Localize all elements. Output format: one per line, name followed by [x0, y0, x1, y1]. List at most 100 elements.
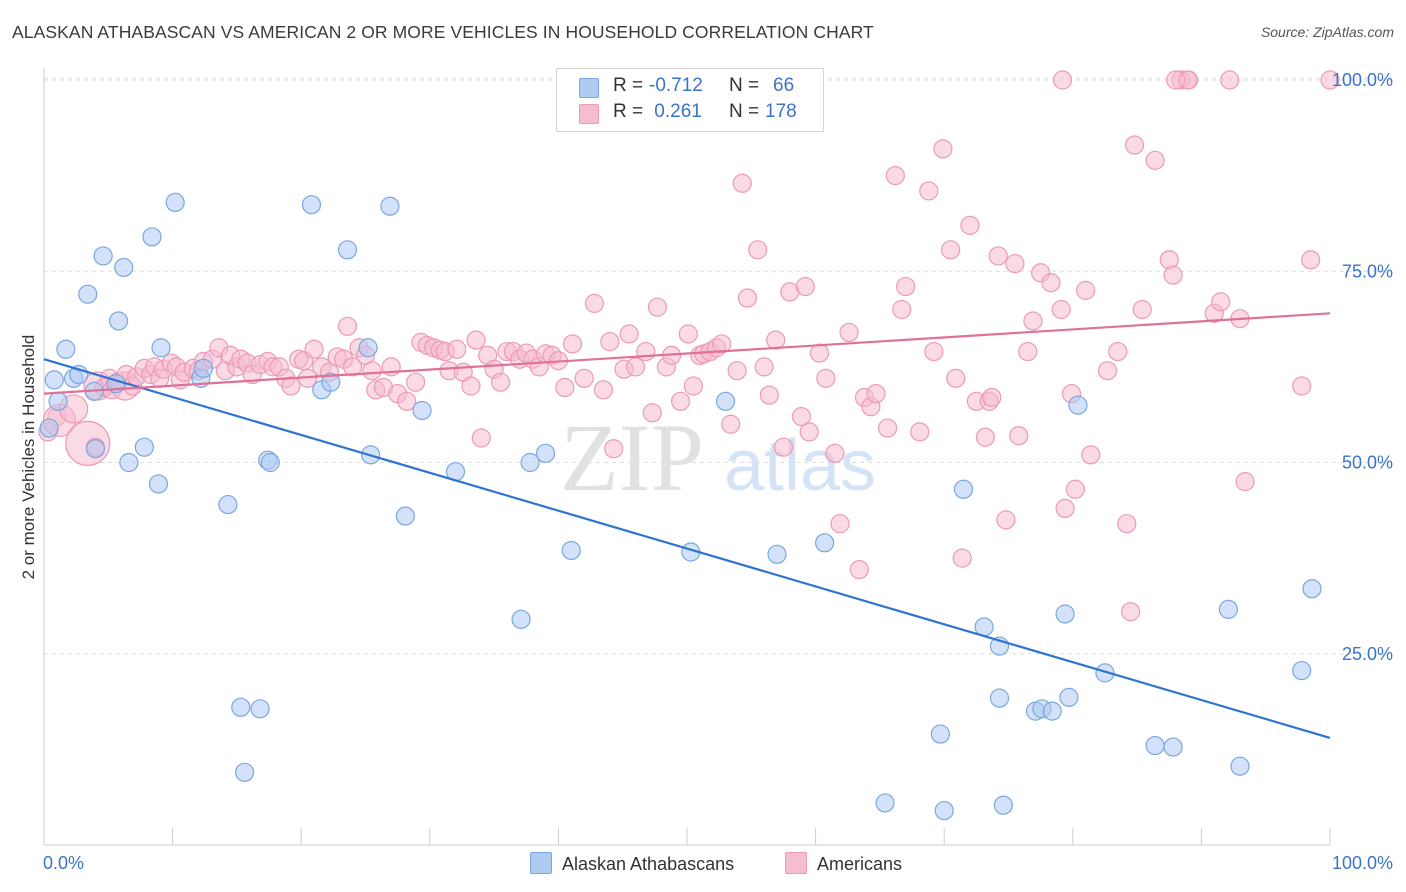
legend-r-label: R =: [613, 75, 644, 96]
data-point: [93, 246, 113, 266]
data-point: [759, 385, 779, 405]
data-point: [108, 311, 129, 331]
data-point: [1052, 70, 1073, 90]
tick-labels: 25.0% 50.0% 75.0% 100.0%: [1332, 70, 1393, 664]
data-point: [1065, 479, 1085, 499]
data-point: [878, 418, 898, 438]
data-point: [1055, 498, 1075, 518]
data-point: [85, 439, 106, 459]
data-point: [795, 276, 815, 297]
y-tick-label-25: 25.0%: [1342, 644, 1393, 664]
data-point: [1235, 472, 1255, 492]
data-point: [142, 227, 162, 247]
data-point: [892, 299, 912, 320]
data-point: [395, 506, 415, 526]
data-point: [151, 338, 171, 358]
data-point: [1163, 265, 1183, 285]
data-point: [933, 139, 953, 159]
data-point: [1018, 341, 1038, 362]
data-point: [809, 343, 830, 363]
data-point: [946, 368, 966, 388]
data-point: [584, 293, 605, 313]
series-americans: [38, 70, 1340, 622]
data-point: [48, 391, 68, 411]
data-point: [960, 215, 980, 235]
legend-n-value: 178: [765, 101, 797, 122]
data-point: [715, 391, 736, 411]
data-point: [461, 376, 481, 396]
data-point: [520, 452, 540, 473]
bottom-legend-athabascans: Alaskan Athabascans: [530, 852, 734, 876]
data-point: [1041, 273, 1061, 293]
data-point: [78, 284, 98, 304]
data-point: [1302, 579, 1322, 599]
data-point: [941, 240, 961, 260]
data-point: [1220, 70, 1240, 90]
data-point: [767, 544, 787, 564]
data-point: [924, 341, 944, 362]
data-point: [996, 510, 1016, 530]
legend-swatch-blue: [579, 78, 599, 98]
data-point: [988, 246, 1008, 266]
data-point: [982, 387, 1002, 408]
legend-n-label: N =: [729, 101, 760, 122]
data-point: [1230, 756, 1250, 776]
data-point: [1097, 361, 1118, 381]
data-point: [1145, 150, 1165, 170]
trendline-alaskan-athabascans: [43, 358, 1331, 739]
y-tick-label-100: 100.0%: [1332, 70, 1393, 90]
data-point: [825, 443, 845, 463]
data-point: [642, 403, 662, 423]
stats-legend: R = -0.712 N = 66 R = 0.261 N = 178: [556, 68, 824, 132]
data-point: [358, 338, 378, 358]
x-tick-label-min: 0.0%: [43, 853, 84, 873]
data-point: [1211, 292, 1231, 312]
bottom-legend-americans: Americans: [785, 852, 902, 876]
data-point: [791, 407, 812, 427]
data-point: [732, 173, 752, 193]
bottom-legend-label: Americans: [817, 854, 903, 874]
data-point: [799, 422, 819, 442]
y-axis-label: 2 or more Vehicles in Household: [19, 335, 38, 580]
data-point: [337, 240, 358, 260]
axes: [43, 68, 1331, 846]
data-point: [636, 341, 656, 362]
data-point: [683, 376, 704, 396]
data-point: [885, 166, 905, 186]
data-point: [727, 361, 747, 381]
data-point: [56, 339, 76, 359]
data-point: [562, 334, 583, 354]
data-point: [1292, 376, 1312, 396]
data-point: [1163, 737, 1183, 757]
series-alaskan-athabascans: [39, 192, 1322, 821]
source-credit: Source: ZipAtlas.com: [1260, 24, 1394, 40]
data-point: [1095, 663, 1115, 683]
data-point: [148, 474, 169, 494]
bottom-legend-swatch-pink: [785, 852, 807, 874]
data-point: [849, 559, 869, 580]
data-point: [866, 384, 886, 404]
data-point: [930, 724, 950, 744]
data-point: [165, 192, 185, 212]
data-point: [896, 276, 916, 297]
data-point: [647, 297, 668, 317]
data-point: [975, 427, 995, 447]
data-point: [839, 322, 859, 343]
data-point: [337, 316, 358, 336]
data-point: [1005, 254, 1025, 274]
data-point: [830, 514, 850, 534]
data-point: [1023, 311, 1043, 331]
data-point: [1121, 602, 1141, 622]
data-point: [993, 795, 1013, 815]
watermark-atlas: atlas: [724, 426, 876, 506]
data-point: [304, 339, 324, 359]
data-point: [343, 357, 363, 377]
data-point: [1124, 135, 1145, 155]
data-point: [766, 330, 786, 350]
data-point: [773, 437, 794, 457]
data-point: [625, 357, 646, 377]
legend-r-label: R =: [613, 101, 644, 122]
data-point: [535, 443, 556, 463]
data-point: [989, 688, 1010, 708]
data-point: [44, 370, 64, 390]
